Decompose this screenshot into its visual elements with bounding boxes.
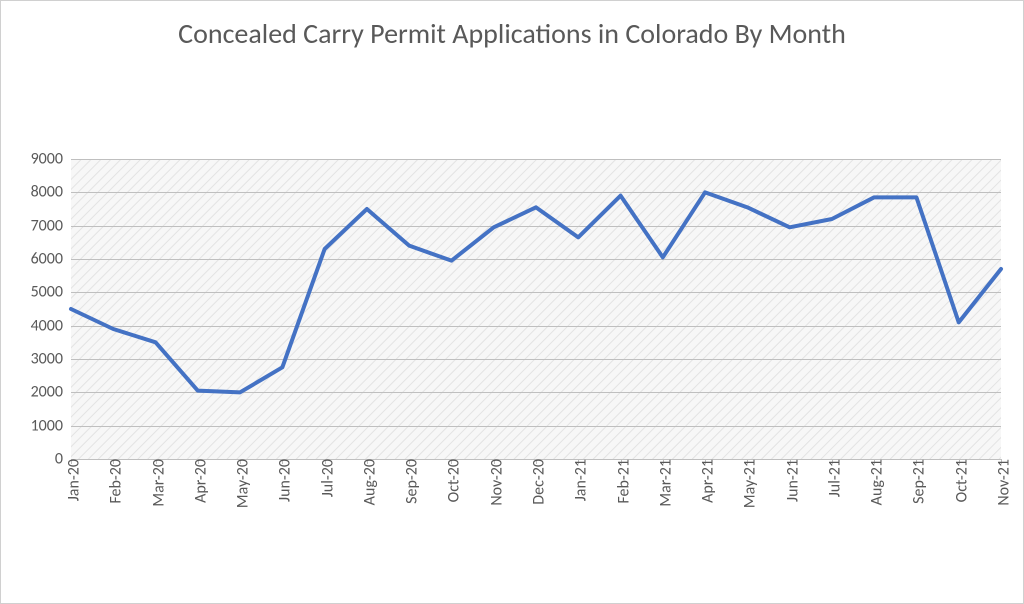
- x-tick-label: Mar-21: [650, 459, 675, 507]
- x-tick-label: Feb-21: [608, 459, 633, 504]
- x-tick-label: Nov-21: [989, 459, 1014, 506]
- y-tick-label: 3000: [31, 350, 71, 369]
- y-tick-label: 6000: [31, 250, 71, 269]
- x-tick-label: Apr-21: [693, 459, 718, 503]
- x-tick-label: Jul-21: [819, 459, 844, 497]
- chart-container: Concealed Carry Permit Applications in C…: [0, 0, 1024, 604]
- x-tick-label: Oct-20: [439, 459, 464, 502]
- y-tick-label: 7000: [31, 216, 71, 235]
- x-tick-label: Apr-20: [185, 459, 210, 503]
- y-tick-label: 1000: [31, 416, 71, 435]
- x-tick-label: Mar-20: [143, 459, 168, 507]
- x-tick-label: Jan-21: [566, 459, 591, 501]
- x-tick-label: May-21: [735, 459, 760, 508]
- y-tick-label: 5000: [31, 283, 71, 302]
- x-tick-label: Sep-20: [397, 459, 422, 504]
- x-tick-label: Feb-20: [101, 459, 126, 504]
- x-tick-label: Sep-21: [904, 459, 929, 504]
- x-tick-label: May-20: [228, 459, 253, 508]
- x-tick-label: Jun-21: [777, 459, 802, 502]
- x-tick-label: Oct-21: [946, 459, 971, 502]
- y-tick-label: 9000: [31, 150, 71, 169]
- y-tick-label: 8000: [31, 183, 71, 202]
- y-tick-label: 4000: [31, 316, 71, 335]
- y-tick-label: 2000: [31, 383, 71, 402]
- plot-area: 0100020003000400050006000700080009000 Ja…: [71, 159, 1001, 459]
- x-tick-label: Aug-21: [862, 459, 887, 505]
- x-tick-label: Dec-20: [524, 459, 549, 505]
- x-tick-label: Nov-20: [481, 459, 506, 506]
- data-line: [71, 192, 1001, 392]
- x-tick-label: Jan-20: [59, 459, 84, 501]
- chart-title: Concealed Carry Permit Applications in C…: [1, 1, 1023, 51]
- x-tick-label: Jul-20: [312, 459, 337, 497]
- line-svg: [71, 159, 1001, 459]
- x-tick-label: Jun-20: [270, 459, 295, 502]
- x-tick-label: Aug-20: [354, 459, 379, 505]
